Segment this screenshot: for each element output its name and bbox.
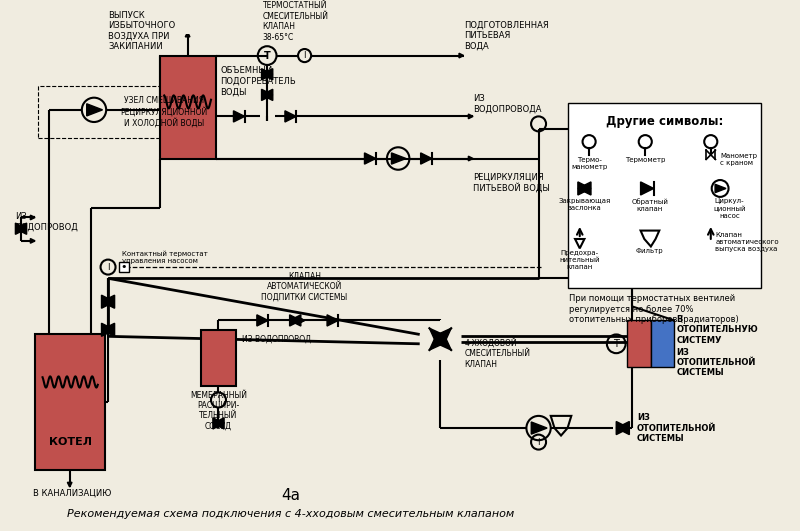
Text: ВЫПУСК
ИЗБЫТОЧНОГО
ВОЗДУХА ПРИ
ЗАКИПАНИИ: ВЫПУСК ИЗБЫТОЧНОГО ВОЗДУХА ПРИ ЗАКИПАНИИ (108, 11, 175, 51)
Polygon shape (626, 178, 638, 191)
Text: В КАНАЛИЗАЦИЮ: В КАНАЛИЗАЦИЮ (33, 489, 111, 498)
Bar (201, 330, 236, 386)
Text: T: T (264, 50, 270, 61)
Polygon shape (300, 318, 305, 323)
Polygon shape (468, 114, 473, 119)
Text: ПОДГОТОВЛЕННАЯ
ПИТЬЕВАЯ
ВОДА: ПОДГОТОВЛЕННАЯ ПИТЬЕВАЯ ВОДА (464, 21, 549, 51)
Text: РЕЦИРКУЛЯЦИЯ
ПИТЬЕВОЙ ВОДЫ: РЕЦИРКУЛЯЦИЯ ПИТЬЕВОЙ ВОДЫ (473, 173, 550, 193)
Polygon shape (86, 104, 102, 116)
Bar (38, 87, 174, 138)
Text: Закрывающая
заслонка: Закрывающая заслонка (558, 198, 610, 211)
Polygon shape (641, 182, 654, 195)
Polygon shape (102, 295, 114, 309)
Text: ИЗ
ОТОПИТЕЛЬНОЙ
СИСТЕМЫ: ИЗ ОТОПИТЕЛЬНОЙ СИСТЕМЫ (637, 413, 716, 443)
Polygon shape (234, 111, 245, 122)
Polygon shape (15, 223, 26, 234)
Polygon shape (213, 418, 224, 429)
Polygon shape (421, 153, 432, 164)
Polygon shape (102, 323, 114, 336)
Polygon shape (300, 318, 305, 323)
Text: Предохра-
нительный
клапан: Предохра- нительный клапан (559, 250, 600, 270)
Text: ИЗ ВОДОПРОВОД: ИЗ ВОДОПРОВОД (242, 335, 311, 344)
Polygon shape (262, 68, 273, 80)
Polygon shape (430, 328, 444, 343)
Polygon shape (327, 315, 338, 326)
Text: 4а: 4а (281, 488, 300, 503)
Polygon shape (30, 215, 35, 220)
Polygon shape (459, 53, 464, 58)
Text: Циркул-
ционный
насос: Циркул- ционный насос (714, 198, 746, 219)
Polygon shape (102, 295, 114, 309)
Polygon shape (262, 89, 273, 100)
Text: ИЗ
ВОДОПРОВОДА: ИЗ ВОДОПРОВОДА (473, 94, 542, 114)
Polygon shape (15, 223, 26, 234)
Bar (119, 262, 129, 272)
Polygon shape (257, 315, 268, 326)
FancyBboxPatch shape (567, 104, 762, 288)
Polygon shape (715, 184, 726, 193)
Text: КЛАПАН
АВТОМАТИЧЕСКОЙ
ПОДПИТКИ СИСТЕМЫ: КЛАПАН АВТОМАТИЧЕСКОЙ ПОДПИТКИ СИСТЕМЫ (262, 272, 348, 302)
Text: КОТЕЛ: КОТЕЛ (49, 437, 92, 447)
Polygon shape (290, 315, 301, 326)
Polygon shape (391, 153, 406, 164)
Text: ИЗ
ОТОПИТЕЛЬНОЙ
СИСТЕМЫ: ИЗ ОТОПИТЕЛЬНОЙ СИСТЕМЫ (676, 348, 755, 378)
Text: При помощи термостатных вентилей
регулируется не более 70%
отопительных приборов: При помощи термостатных вентилей регулир… (569, 294, 738, 324)
Polygon shape (588, 122, 602, 135)
Polygon shape (468, 156, 473, 161)
Polygon shape (588, 122, 602, 135)
Text: I: I (538, 438, 540, 447)
Polygon shape (213, 418, 224, 429)
Bar (35, 335, 106, 470)
Text: МЕМБРАННЫЙ
РАСШИРИ-
ТЕЛЬНЫЙ
СОСУД: МЕМБРАННЫЙ РАСШИРИ- ТЕЛЬНЫЙ СОСУД (190, 391, 247, 431)
Text: I: I (218, 396, 220, 405)
Polygon shape (285, 111, 296, 122)
Text: УЗЕЛ СМЕШИВАНИЯ
РЕЦИРКУЛЯЦИОННОЙ
И ХОЛОДНОЙ ВОДЫ: УЗЕЛ СМЕШИВАНИЯ РЕЦИРКУЛЯЦИОННОЙ И ХОЛОД… (121, 96, 208, 127)
Text: Обратный
клапан: Обратный клапан (631, 198, 668, 212)
Text: В
ОТОПИТЕЛЬНУЮ
СИСТЕМУ: В ОТОПИТЕЛЬНУЮ СИСТЕМУ (676, 315, 758, 345)
Text: 4-ХХОДОВОЙ
СМЕСИТЕЛЬНЫЙ
КЛАПАН: 4-ХХОДОВОЙ СМЕСИТЕЛЬНЫЙ КЛАПАН (465, 338, 530, 369)
Polygon shape (262, 89, 273, 100)
Polygon shape (616, 422, 630, 434)
Polygon shape (290, 315, 301, 326)
Polygon shape (626, 178, 638, 191)
Text: Манометр
с краном: Манометр с краном (720, 153, 757, 166)
Text: ОБЪЕМНЫЙ
ПОДОГРЕВАТЕЛЬ
ВОДЫ: ОБЪЕМНЫЙ ПОДОГРЕВАТЕЛЬ ВОДЫ (220, 66, 296, 96)
Polygon shape (430, 335, 444, 350)
Polygon shape (531, 422, 547, 434)
Polygon shape (365, 153, 376, 164)
Text: Контактный термостат
управления насосом: Контактный термостат управления насосом (122, 251, 208, 264)
Text: Другие символы:: Другие символы: (606, 115, 723, 129)
Text: Клапан
автоматического
выпуска воздуха: Клапан автоматического выпуска воздуха (715, 233, 779, 252)
Text: Термометр: Термометр (625, 157, 666, 162)
Polygon shape (102, 323, 114, 336)
Bar (651, 320, 674, 367)
Text: Рекомендуемая схема подключения с 4-хходовым смесительным клапаном: Рекомендуемая схема подключения с 4-хход… (67, 509, 514, 519)
Polygon shape (186, 32, 190, 37)
Text: В
ОТОПИТЕЛЬНУЮ
СИСТЕМУ: В ОТОПИТЕЛЬНУЮ СИСТЕМУ (637, 114, 726, 143)
Text: Фильтр: Фильтр (636, 249, 664, 254)
Polygon shape (436, 335, 451, 350)
Text: T: T (614, 339, 619, 349)
Polygon shape (616, 422, 630, 434)
Polygon shape (262, 68, 273, 80)
Bar (627, 320, 651, 367)
Text: •: • (121, 262, 127, 272)
Text: Термо-
манометр: Термо- манометр (571, 157, 607, 169)
Polygon shape (578, 182, 591, 195)
Bar (159, 56, 216, 159)
Text: I: I (107, 262, 110, 271)
Text: ТЕРМОСТАТНЫЙ
СМЕСИТЕЛЬНЫЙ
КЛАПАН
38-65°С: ТЕРМОСТАТНЫЙ СМЕСИТЕЛЬНЫЙ КЛАПАН 38-65°С (262, 1, 329, 41)
Polygon shape (30, 238, 35, 243)
Text: ИЗ
ВОДОПРОВОД: ИЗ ВОДОПРОВОД (15, 212, 78, 232)
Polygon shape (578, 182, 591, 195)
Polygon shape (436, 328, 451, 343)
Text: I: I (303, 51, 306, 60)
Polygon shape (67, 482, 72, 487)
